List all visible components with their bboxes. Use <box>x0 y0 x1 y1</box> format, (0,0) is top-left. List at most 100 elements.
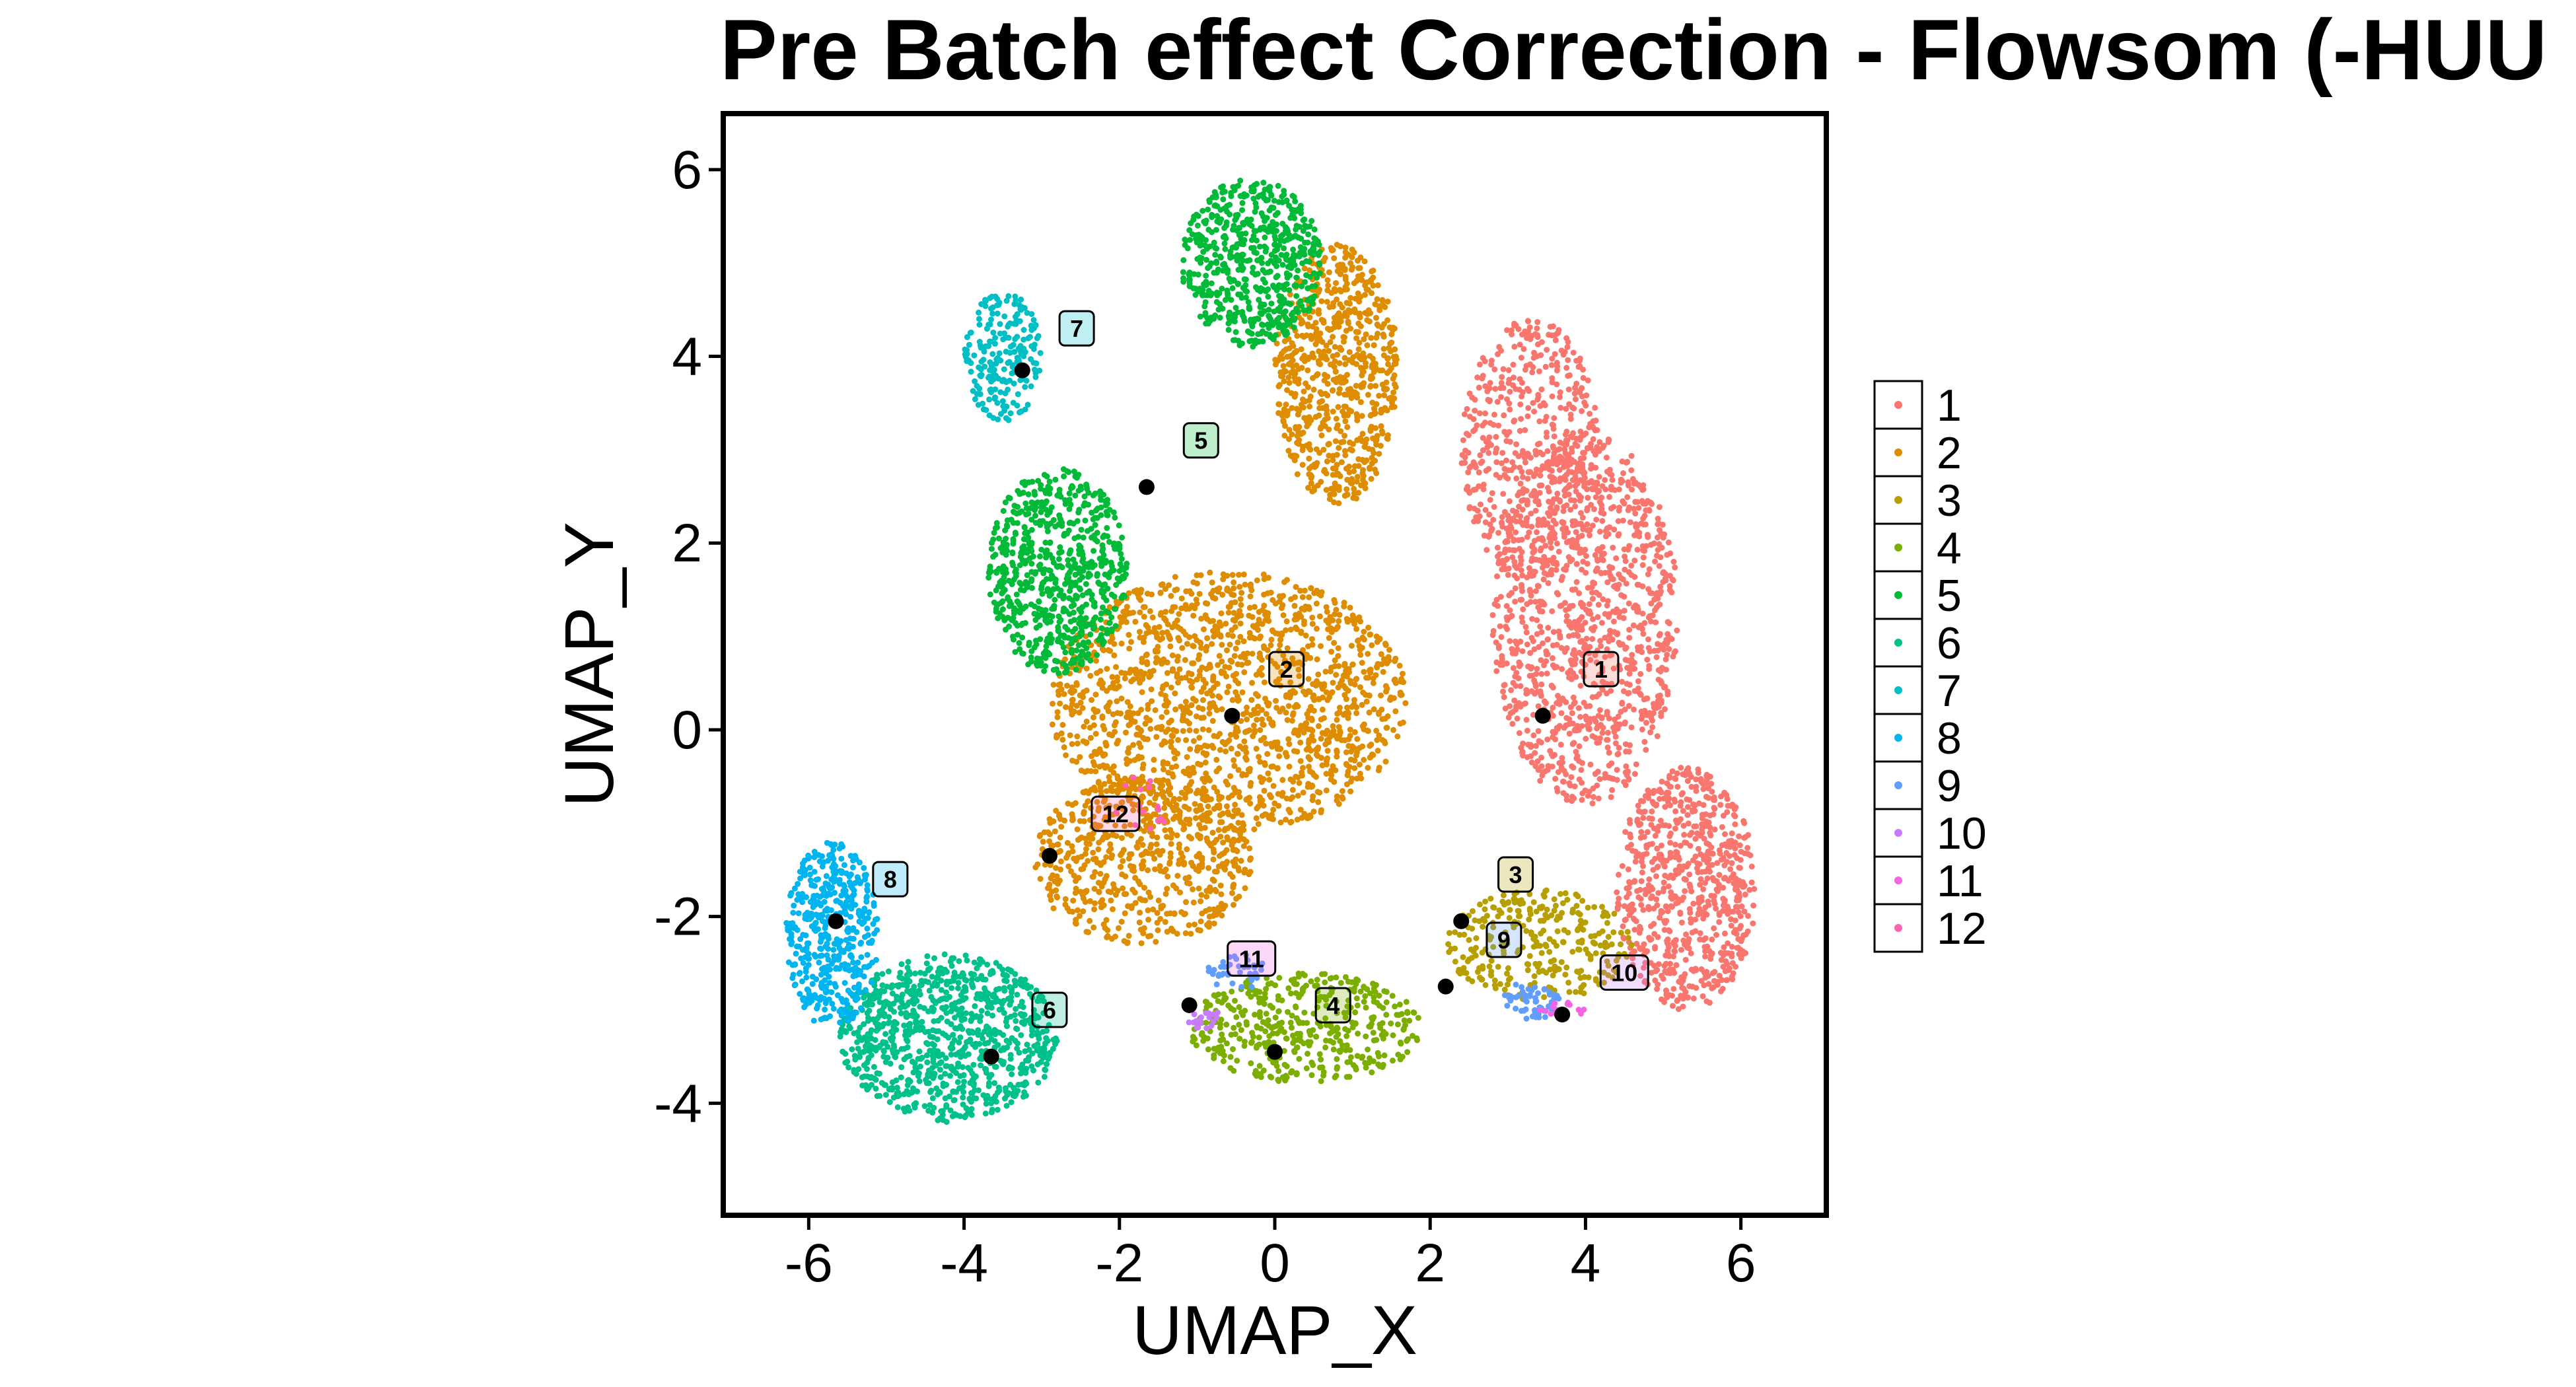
data-point <box>1186 634 1193 641</box>
data-point <box>1505 714 1512 721</box>
data-point <box>1626 890 1632 897</box>
data-point <box>1654 845 1661 852</box>
data-point <box>1157 589 1164 596</box>
data-point <box>1500 366 1507 373</box>
data-point <box>1204 690 1210 697</box>
data-point <box>1652 833 1659 839</box>
data-point <box>1707 850 1714 857</box>
data-point <box>1118 919 1125 925</box>
data-point <box>1312 320 1319 326</box>
data-point <box>1174 657 1181 664</box>
data-point <box>1730 908 1736 915</box>
data-point <box>1162 739 1168 746</box>
data-point <box>1359 660 1365 666</box>
data-point <box>1168 592 1174 599</box>
data-point <box>1189 660 1196 666</box>
data-point <box>1681 876 1688 882</box>
data-point <box>1659 909 1666 915</box>
data-point <box>1511 464 1517 470</box>
data-point <box>1283 618 1290 625</box>
data-point <box>1303 691 1309 697</box>
data-point <box>1657 583 1664 590</box>
data-point <box>1651 540 1657 547</box>
data-point <box>1680 863 1687 870</box>
data-point <box>1220 571 1227 577</box>
data-point <box>1546 332 1552 338</box>
data-point <box>1643 501 1649 507</box>
data-point <box>1665 874 1672 880</box>
data-point <box>1127 610 1133 616</box>
data-point <box>1194 853 1200 859</box>
data-point <box>1663 666 1669 673</box>
data-point <box>1303 724 1308 730</box>
data-point <box>1541 570 1548 577</box>
data-point <box>1340 795 1346 802</box>
data-point <box>1631 927 1638 933</box>
data-point <box>1474 374 1481 380</box>
data-point <box>1198 688 1205 695</box>
data-point <box>1346 469 1353 476</box>
data-point <box>1087 672 1094 679</box>
data-point <box>1597 735 1603 742</box>
data-point <box>1147 844 1154 851</box>
data-point <box>1163 709 1170 715</box>
data-point <box>1219 658 1225 665</box>
data-point <box>1634 688 1641 694</box>
data-point <box>1557 404 1564 411</box>
data-point <box>1661 999 1668 1005</box>
data-point <box>1231 902 1236 908</box>
data-point <box>1711 797 1718 803</box>
data-point <box>1523 717 1530 723</box>
data-point <box>1680 937 1687 944</box>
data-point <box>1694 860 1701 867</box>
data-point <box>1530 400 1536 406</box>
data-point <box>1266 700 1272 707</box>
data-point <box>1622 769 1629 775</box>
data-point <box>1354 437 1361 443</box>
data-point <box>1649 886 1656 892</box>
data-point <box>1355 329 1361 336</box>
data-point <box>1578 510 1584 516</box>
data-point <box>1686 871 1693 878</box>
data-point <box>1589 589 1595 596</box>
data-point <box>1065 800 1071 807</box>
data-point <box>1498 394 1505 400</box>
data-point <box>1496 474 1503 481</box>
data-point <box>1748 879 1755 886</box>
data-point <box>1664 908 1671 915</box>
data-point <box>1250 723 1257 729</box>
data-point <box>1622 706 1628 713</box>
data-point <box>1338 439 1344 446</box>
data-point <box>1161 794 1167 800</box>
data-point <box>1188 859 1195 866</box>
data-point <box>1742 891 1748 898</box>
data-point <box>1336 445 1342 451</box>
data-point <box>1466 505 1473 512</box>
data-point <box>1654 966 1661 973</box>
data-point <box>1091 762 1098 769</box>
data-point <box>1314 338 1320 345</box>
data-point <box>1494 544 1501 551</box>
data-point <box>1729 801 1736 808</box>
data-point <box>1557 394 1563 400</box>
data-point <box>1519 536 1525 543</box>
data-point <box>1608 651 1615 658</box>
data-point <box>1538 691 1544 697</box>
data-point <box>1609 477 1616 483</box>
data-point <box>1604 690 1610 697</box>
data-point <box>1053 808 1059 814</box>
data-point <box>1718 793 1724 800</box>
data-point <box>1209 742 1215 749</box>
data-point <box>1247 593 1254 600</box>
data-point <box>1501 549 1508 555</box>
data-point <box>1488 442 1494 448</box>
data-point <box>1045 885 1051 892</box>
data-point <box>1680 790 1686 797</box>
data-point <box>1552 508 1558 515</box>
data-point <box>1579 637 1585 644</box>
data-point <box>1536 482 1543 489</box>
data-point <box>1139 865 1145 872</box>
data-point <box>1517 561 1524 567</box>
data-point <box>1537 777 1544 784</box>
data-point <box>1741 820 1748 826</box>
